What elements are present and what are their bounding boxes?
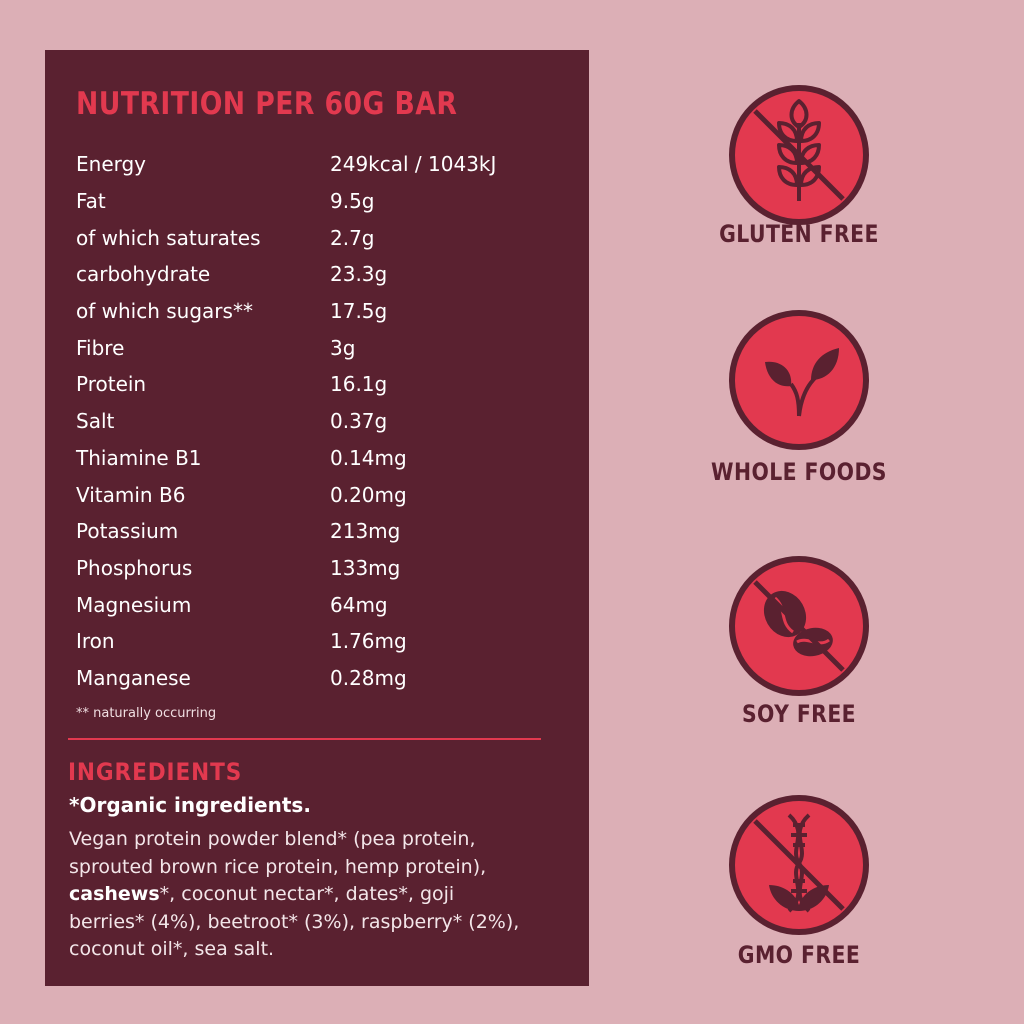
ingredients-line: *, coconut nectar*, dates*, goji — [159, 883, 455, 905]
ingredients-title: INGREDIENTS — [68, 758, 243, 786]
nutrient-value: 64mg — [330, 592, 388, 617]
ingredients-allergen: cashews — [69, 883, 160, 905]
nutrition-row: Thiamine B1 0.14mg — [76, 440, 556, 477]
nutrient-label: Vitamin B6 — [76, 482, 186, 507]
nutrient-value: 0.37g — [330, 409, 388, 434]
nutrition-row: Magnesium 64mg — [76, 586, 556, 623]
badge-whole-foods: WHOLE FOODS — [711, 308, 887, 486]
nutrient-value: 249kcal / 1043kJ — [330, 152, 497, 177]
nutrient-value: 133mg — [330, 555, 401, 580]
nutrition-row: Iron 1.76mg — [76, 623, 556, 660]
nutrition-row: of which saturates 2.7g — [76, 219, 556, 256]
ingredients-line: coconut oil*, sea salt. — [69, 938, 275, 960]
badge-gluten-free: GLUTEN FREE — [719, 83, 878, 248]
nutrient-label: Magnesium — [76, 592, 192, 617]
nutrient-value: 9.5g — [330, 189, 375, 214]
badge-label: GLUTEN FREE — [719, 220, 879, 248]
nutrition-row: Fibre 3g — [76, 329, 556, 366]
ingredients-line: berries* (4%), beetroot* (3%), raspberry… — [69, 910, 520, 933]
nutrient-value: 23.3g — [330, 262, 388, 287]
footnote: ** naturally occurring — [76, 706, 217, 721]
badge-soy-free: SOY FREE — [727, 554, 871, 728]
nutrient-value: 213mg — [330, 519, 401, 544]
nutrition-row: of which sugars** 17.5g — [76, 293, 556, 330]
nutrient-value: 17.5g — [330, 299, 388, 324]
badge-label: WHOLE FOODS — [711, 458, 887, 486]
nutrient-label: Protein — [76, 372, 147, 397]
ingredients-subtitle: *Organic ingredients. — [69, 793, 311, 817]
nutrition-row: Fat 9.5g — [76, 183, 556, 220]
nutrition-row: Potassium 213mg — [76, 513, 556, 550]
nutrition-row: Manganese 0.28mg — [76, 660, 556, 697]
nutrient-label: Iron — [76, 629, 115, 654]
nutrient-value: 1.76mg — [330, 629, 407, 654]
nutrient-label: carbohydrate — [76, 262, 211, 287]
section-divider — [68, 738, 541, 740]
badge-gmo-free: GMO FREE — [727, 793, 871, 969]
nutrition-row: carbohydrate 23.3g — [76, 256, 556, 293]
nutrition-row: Phosphorus 133mg — [76, 550, 556, 587]
leaf-sprout-icon — [729, 310, 869, 450]
nutrient-label: Potassium — [76, 519, 179, 544]
nutrient-value: 0.20mg — [330, 482, 407, 507]
nutrition-row: Protein 16.1g — [76, 366, 556, 403]
dna-crossed-icon — [729, 795, 869, 935]
nutrition-row: Vitamin B6 0.20mg — [76, 476, 556, 513]
nutrition-row: Energy 249kcal / 1043kJ — [76, 146, 556, 183]
nutrient-label: of which sugars** — [76, 299, 253, 324]
nutrient-label: Phosphorus — [76, 555, 193, 580]
nutrition-title: NUTRITION PER 60G BAR — [76, 86, 458, 122]
nutrient-label: of which saturates — [76, 225, 261, 250]
wheat-crossed-icon — [729, 85, 869, 225]
nutrient-label: Salt — [76, 409, 115, 434]
badge-label: SOY FREE — [741, 700, 857, 728]
ingredients-line: sprouted brown rice protein, hemp protei… — [69, 855, 487, 878]
nutrient-value: 0.28mg — [330, 665, 407, 690]
ingredients-list: Vegan protein powder blend* (pea protein… — [69, 826, 569, 964]
nutrient-label: Thiamine B1 — [76, 445, 202, 470]
nutrition-table: Energy 249kcal / 1043kJ Fat 9.5g of which … — [76, 146, 556, 696]
nutrient-label: Energy — [76, 152, 147, 177]
nutrient-value: 2.7g — [330, 225, 375, 250]
ingredients-line: Vegan protein powder blend* (pea protein… — [69, 828, 476, 850]
nutrient-label: Manganese — [76, 665, 191, 690]
nutrient-value: 3g — [330, 335, 356, 360]
badge-label: GMO FREE — [737, 941, 861, 969]
nutrient-value: 0.14mg — [330, 445, 407, 470]
nutrient-label: Fat — [76, 189, 106, 214]
nutrition-row: Salt 0.37g — [76, 403, 556, 440]
nutrition-panel: NUTRITION PER 60G BAR Energy 249kcal / 10… — [45, 50, 589, 986]
nutrient-value: 16.1g — [330, 372, 388, 397]
soybean-crossed-icon — [729, 556, 869, 696]
nutrient-label: Fibre — [76, 335, 125, 360]
